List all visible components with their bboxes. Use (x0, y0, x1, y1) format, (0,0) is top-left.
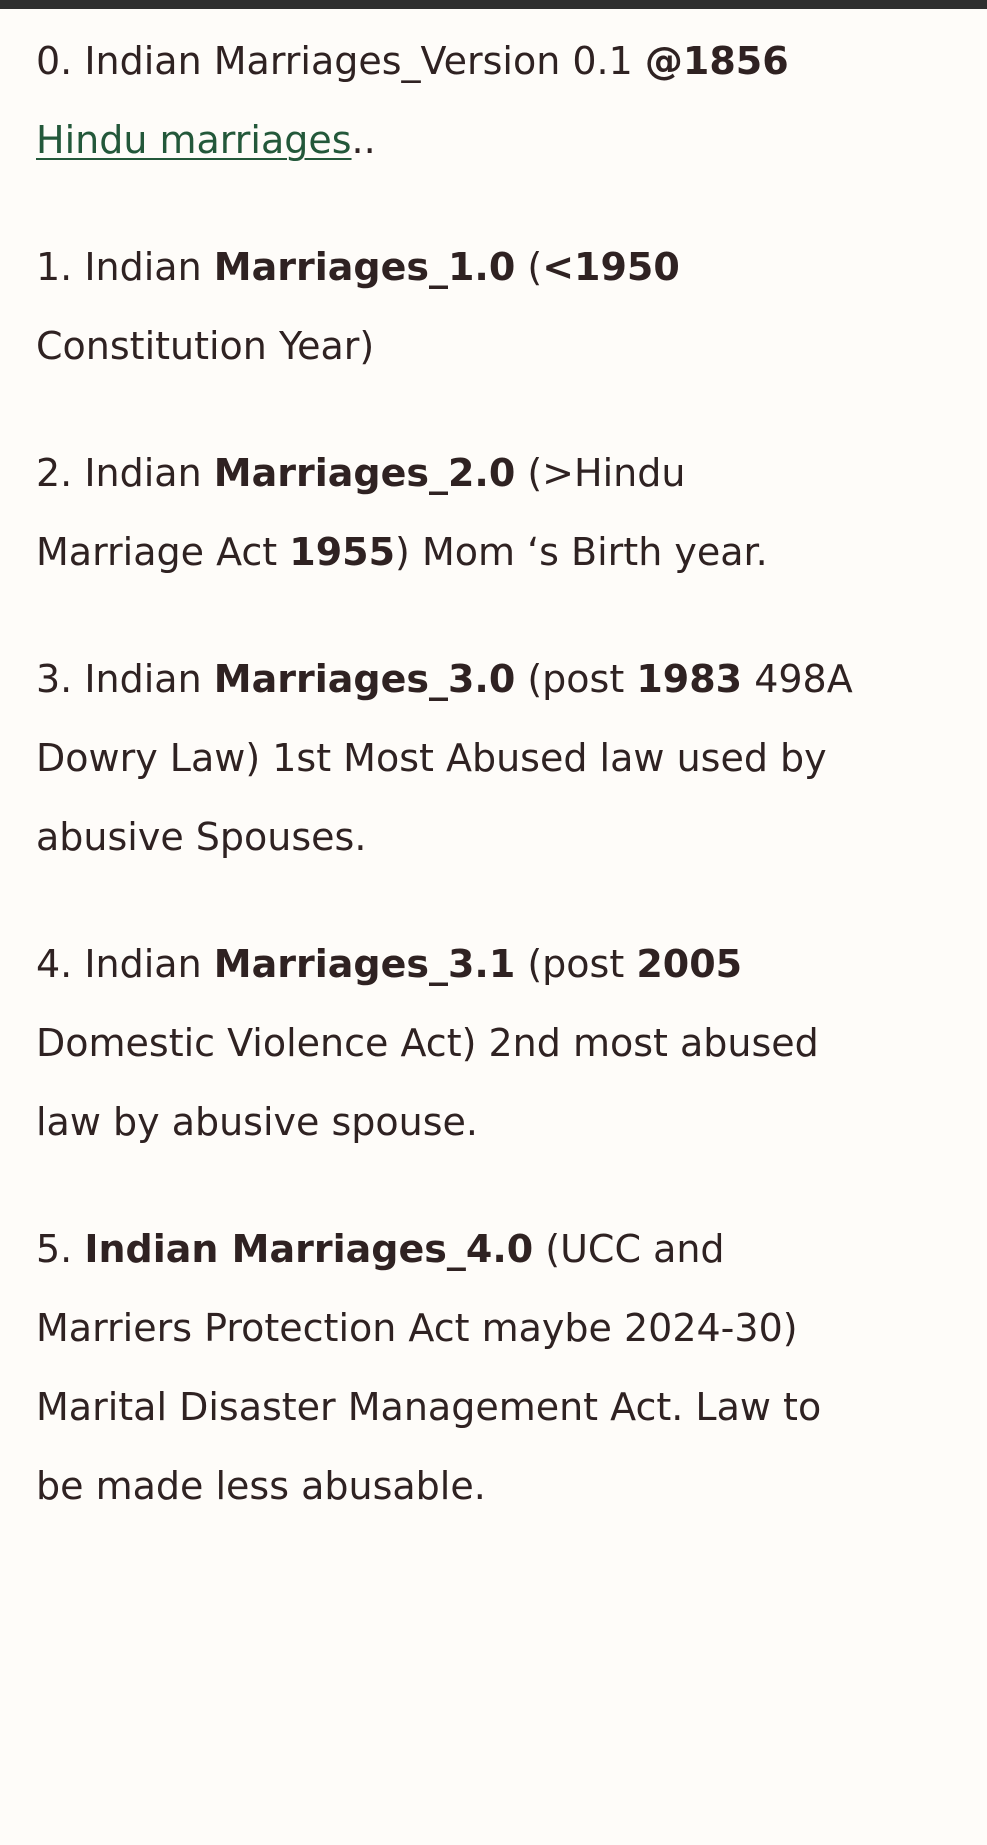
text: 498A Dowry Law) 1st Most Abused law used… (36, 657, 853, 859)
bold-text: @1856 (644, 39, 789, 83)
bold-text: Marriages_2.0 (213, 451, 516, 495)
bold-text: Marriages_3.1 (213, 942, 516, 986)
text: (UCC and Marriers Protection Act maybe 2… (36, 1227, 822, 1508)
text: .. (351, 118, 376, 162)
bold-text: 2005 (636, 942, 743, 986)
paragraph: 0. Indian Marriages_Version 0.1 @1856 Hi… (36, 22, 856, 180)
text: 0. Indian Marriages_Version 0.1 (36, 39, 645, 83)
bold-text: <1950 (542, 245, 680, 289)
article: 0. Indian Marriages_Version 0.1 @1856 Hi… (0, 9, 856, 1526)
paragraph: 1. Indian Marriages_1.0 (<1950 Constitut… (36, 228, 856, 386)
text: (post (515, 657, 637, 701)
text: Constitution Year) (36, 324, 375, 368)
text: 2. Indian (36, 451, 214, 495)
paragraph: 3. Indian Marriages_3.0 (post 1983 498A … (36, 640, 856, 877)
paragraph: 5. Indian Marriages_4.0 (UCC and Marrier… (36, 1210, 856, 1526)
text: (post (515, 942, 637, 986)
bold-text: Marriages_3.0 (213, 657, 516, 701)
text: 4. Indian (36, 942, 214, 986)
bold-text: Indian Marriages_4.0 (84, 1227, 534, 1271)
text: 1. Indian (36, 245, 214, 289)
text: 3. Indian (36, 657, 214, 701)
paragraph: 2. Indian Marriages_2.0 (>Hindu Marriage… (36, 434, 856, 592)
link[interactable]: Hindu marriages (36, 118, 352, 162)
paragraph: 4. Indian Marriages_3.1 (post 2005 Domes… (36, 925, 856, 1162)
bold-text: 1983 (636, 657, 743, 701)
text: Domestic Violence Act) 2nd most abused l… (36, 1021, 819, 1144)
text: (>Hindu Marriage Act (36, 451, 686, 574)
text: ) Mom ‘s Birth year. (395, 530, 768, 574)
top-bar (0, 0, 987, 9)
text: ( (515, 245, 543, 289)
text: 5. (36, 1227, 85, 1271)
bold-text: Marriages_1.0 (213, 245, 516, 289)
bold-text: 1955 (289, 530, 396, 574)
